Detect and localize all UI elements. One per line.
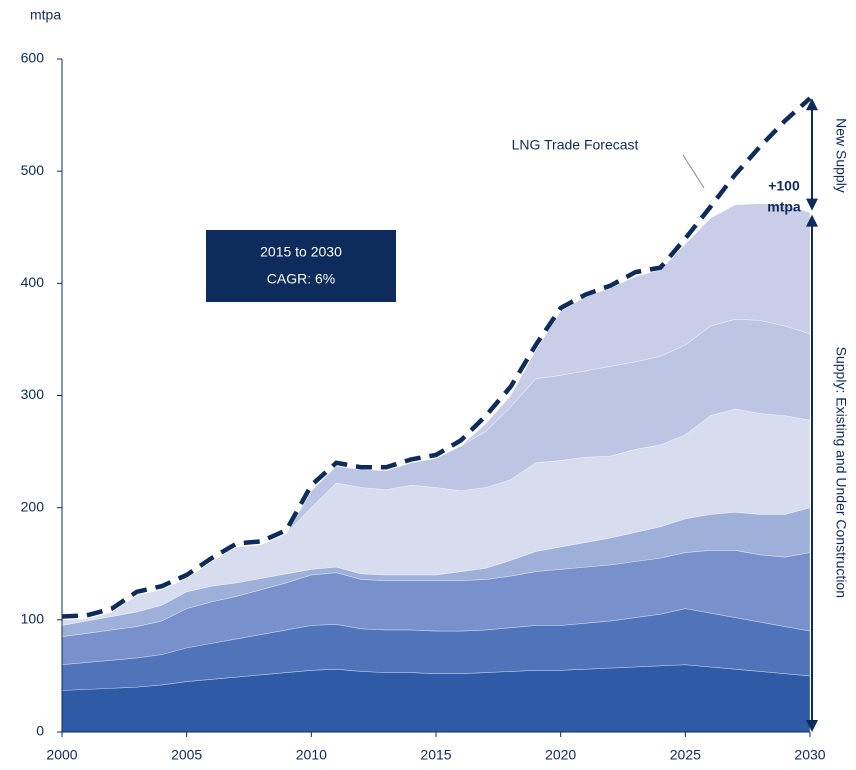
x-tick-label: 2030 [794,747,825,763]
forecast-line [61,96,812,619]
y-tick-label: 500 [21,162,45,178]
y-tick-label: 600 [21,50,45,66]
new-supply-value: mtpa [767,199,801,215]
x-tick-label: 2025 [670,747,701,763]
callout-box [206,230,396,302]
new-supply-value: +100 [768,178,800,194]
area [61,203,811,621]
callout-text: CAGR: 6% [267,271,335,287]
y-tick-label: 200 [21,498,45,514]
y-tick-label: 400 [21,274,45,290]
y-tick-label: 100 [21,611,45,627]
y-tick-label: 0 [36,723,44,739]
x-tick-label: 2015 [420,747,451,763]
y-axis-label: mtpa [30,7,61,23]
right-label: New Supply [833,118,849,193]
supply-arrow-head [806,720,818,732]
leader-line [682,154,705,189]
right-label: Supply: Existing and Under Construction [833,347,849,598]
supply-arrow-head [806,214,818,227]
new-supply-arrow-head [806,98,818,111]
x-tick-label: 2020 [545,747,576,763]
y-tick-label: 300 [21,386,45,402]
x-tick-label: 2005 [171,747,202,763]
x-tick-label: 2000 [46,747,77,763]
x-tick-label: 2010 [296,747,327,763]
forecast-label: LNG Trade Forecast [512,137,639,153]
new-supply-arrow-head [806,198,818,211]
callout-text: 2015 to 2030 [260,244,342,260]
